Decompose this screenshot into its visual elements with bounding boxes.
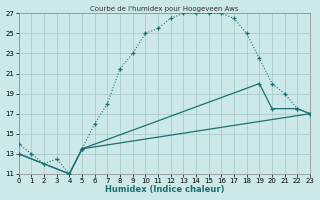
Title: Courbe de l'humidex pour Hoogeveen Aws: Courbe de l'humidex pour Hoogeveen Aws: [90, 6, 239, 12]
X-axis label: Humidex (Indice chaleur): Humidex (Indice chaleur): [105, 185, 224, 194]
